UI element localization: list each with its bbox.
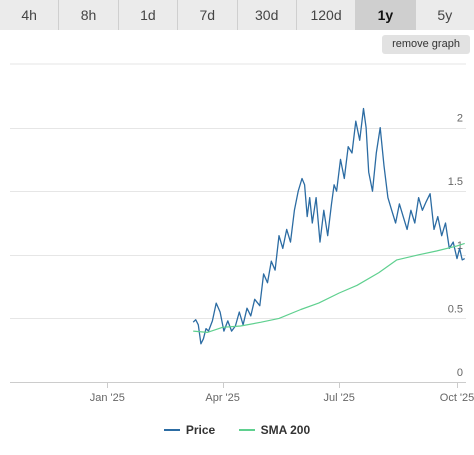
legend-label-sma: SMA 200	[260, 423, 311, 437]
y-tick-label: 2	[457, 113, 463, 125]
tab-8h[interactable]: 8h	[59, 0, 119, 30]
legend-item-sma[interactable]: SMA 200	[238, 423, 311, 437]
tab-1y[interactable]: 1y	[356, 0, 416, 30]
y-axis-ticks: 0 0.5 1 1.5 2	[448, 113, 463, 379]
tab-5y[interactable]: 5y	[415, 0, 474, 30]
y-tick-label: 0	[457, 367, 463, 379]
legend-line-price-icon	[163, 429, 180, 431]
x-tick-label: Jul '25	[323, 392, 354, 404]
legend-item-price[interactable]: Price	[163, 423, 216, 437]
x-axis-ticks: Jan '25 Apr '25 Jul '25 Oct '25	[90, 382, 474, 404]
series-group	[192, 107, 465, 345]
tab-7d[interactable]: 7d	[178, 0, 238, 30]
legend-line-sma-icon	[238, 429, 255, 431]
x-tick-label: Apr '25	[205, 392, 240, 404]
sma200-series-line	[193, 242, 465, 333]
remove-graph-button[interactable]: remove graph	[382, 35, 470, 54]
tab-30d[interactable]: 30d	[237, 0, 297, 30]
y-tick-label: 0.5	[448, 303, 463, 315]
x-tick-label: Oct '25	[440, 392, 474, 404]
price-series-line	[192, 107, 465, 345]
range-tabs: 4h 8h 1d 7d 30d 120d 1y 5y	[0, 0, 474, 30]
legend-label-price: Price	[185, 423, 216, 437]
legend: Price SMA 200	[0, 420, 474, 437]
y-tick-label: 1.5	[448, 176, 463, 188]
grid-lines	[10, 63, 466, 383]
tab-1d[interactable]: 1d	[118, 0, 179, 30]
tab-4h[interactable]: 4h	[0, 0, 60, 30]
x-tick-label: Jan '25	[90, 392, 125, 404]
tab-120d[interactable]: 120d	[296, 0, 357, 30]
y-tick-label: 1	[457, 240, 463, 252]
